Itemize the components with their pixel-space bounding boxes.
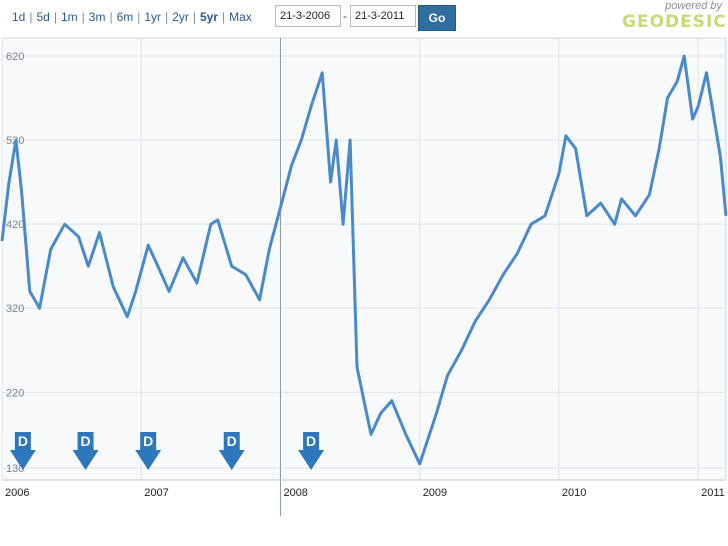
range-button-2yr[interactable]: 2yr [172, 10, 189, 24]
x-tick-label: 2006 [5, 487, 29, 499]
dividend-marker-label: D [306, 433, 316, 449]
x-tick-label: 2007 [144, 487, 168, 499]
range-separator: | [192, 10, 196, 24]
range-separator: | [221, 10, 226, 24]
dividend-marker-body [303, 432, 320, 450]
range-separator: | [109, 10, 113, 24]
range-separator: | [165, 10, 169, 24]
dividend-marker-label: D [18, 433, 28, 449]
range-selector: 1d | 5d | 1m | 3m | 6m | 1yr | 2yr | 5yr… [8, 8, 256, 26]
dividend-marker-body [77, 432, 94, 450]
dividend-marker-label: D [80, 433, 90, 449]
dividend-marker[interactable]: D [298, 432, 325, 470]
range-button-1d[interactable]: 1d [12, 10, 26, 24]
arrow-down-icon [298, 450, 325, 470]
x-tick-label: 2011 [701, 487, 725, 499]
dividend-marker-body [14, 432, 31, 450]
end-date-input[interactable] [350, 5, 416, 27]
go-button[interactable]: Go [418, 5, 456, 31]
range-separator: | [29, 10, 33, 24]
dividend-marker[interactable]: D [9, 432, 36, 470]
plot-area [1, 37, 727, 481]
dividend-marker[interactable]: D [72, 432, 99, 470]
arrow-down-icon [72, 450, 99, 470]
arrow-down-icon [135, 450, 162, 470]
range-separator: | [53, 10, 57, 24]
range-button-1m[interactable]: 1m [60, 10, 78, 24]
range-button-1yr[interactable]: 1yr [144, 10, 162, 24]
date-separator: - [343, 9, 347, 23]
geodesic-logo-text: GEODESIC [622, 12, 727, 32]
powered-by-label: powered by [665, 0, 722, 12]
arrow-down-icon [218, 450, 245, 470]
x-tick-label: 2010 [562, 487, 586, 499]
range-separator: | [81, 10, 85, 24]
brand-logo: powered by GEODESIC [622, 0, 727, 34]
dividend-marker[interactable]: D [218, 432, 245, 470]
range-button-3m[interactable]: 3m [88, 10, 106, 24]
dividend-marker-body [223, 432, 240, 450]
range-separator: | [137, 10, 141, 24]
y-tick-label: 220 [6, 387, 24, 399]
arrow-down-icon [9, 450, 36, 470]
y-tick-label: 320 [6, 303, 24, 315]
range-button-5d[interactable]: 5d [36, 10, 50, 24]
start-date-input[interactable] [275, 5, 341, 27]
dividend-marker-body [140, 432, 157, 450]
price-line [0, 54, 728, 466]
x-tick-label: 2008 [283, 487, 307, 499]
x-tick-label: 2009 [423, 487, 447, 499]
dividend-marker-label: D [227, 433, 237, 449]
range-button-max[interactable]: Max [229, 10, 252, 24]
y-tick-label: 420 [6, 219, 24, 231]
range-button-6m[interactable]: 6m [116, 10, 134, 24]
dividend-marker-label: D [143, 433, 153, 449]
toolbar: 1d | 5d | 1m | 3m | 6m | 1yr | 2yr | 5yr… [0, 0, 728, 36]
dividend-marker[interactable]: D [135, 432, 162, 470]
range-button-5yr[interactable]: 5yr [199, 10, 218, 24]
y-tick-label: 130 [6, 463, 24, 475]
y-tick-label: 620 [6, 51, 24, 63]
